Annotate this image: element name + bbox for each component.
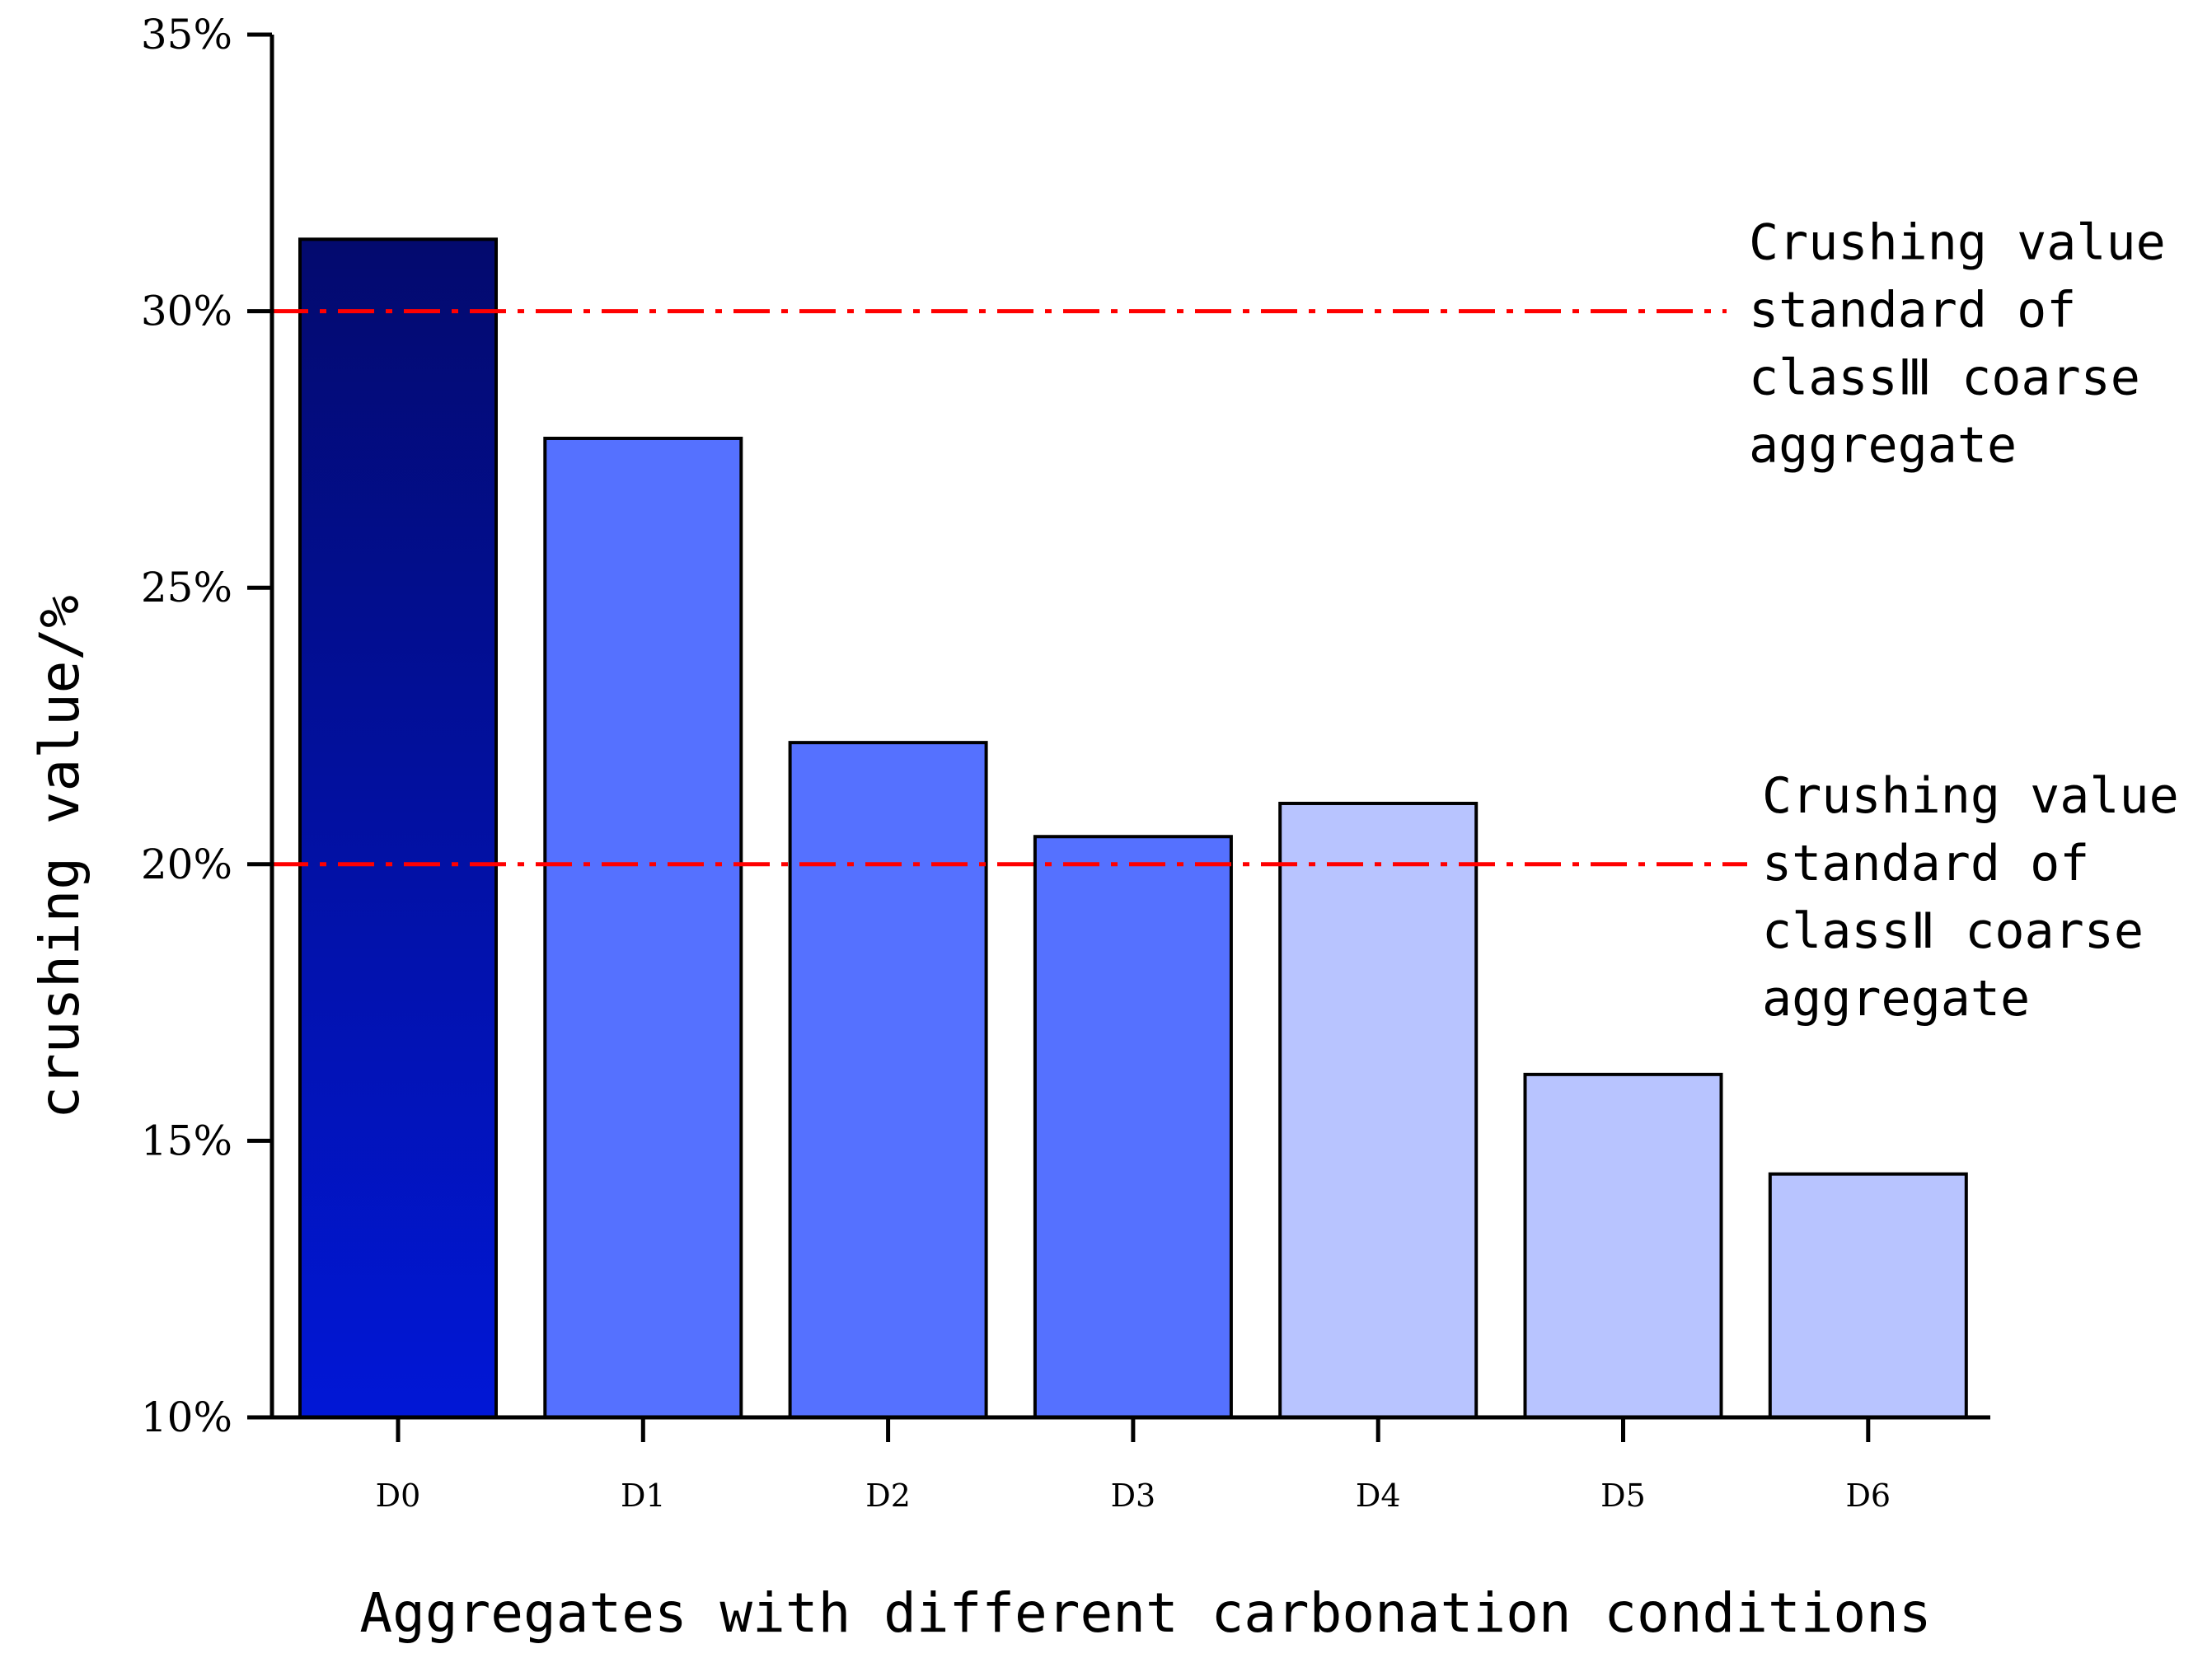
bar-d0 [298,237,498,1419]
reference-label-line: aggregate [1762,970,2030,1028]
bars [298,237,1968,1420]
reference-label-line: classⅡ coarse [1762,902,2144,960]
bar-d1 [543,436,743,1420]
x-tick-label: D5 [1600,1478,1646,1514]
y-tick-label: 20% [141,841,232,888]
y-tick-label: 35% [141,11,232,59]
reference-label-line: aggregate [1749,417,2017,475]
reference-lines [272,309,1747,867]
bar-d6 [1768,1172,1968,1419]
reference-label-line: classⅢ coarse [1749,349,2140,407]
y-tick-label: 15% [141,1117,232,1164]
reference-line-labels: Crushing value standard of classⅢ coarse ag… [1749,214,2179,1028]
bar-d2 [788,741,988,1419]
bar-d4 [1278,801,1479,1419]
x-tick-label: D6 [1845,1478,1891,1514]
bar-d3 [1033,835,1233,1419]
x-tick-label: D4 [1356,1478,1401,1514]
reference-label-line: Crushing value [1749,214,2166,272]
reference-line-label: Crushing value standard of classⅢ coarse ag… [1749,214,2166,475]
x-tick-label: D2 [865,1478,911,1514]
bar-d5 [1523,1072,1723,1419]
y-axis-title: crushing value/% [28,595,91,1119]
reference-label-line: Crushing value [1762,767,2179,825]
x-ticks: D0 D1 D2 D3 D4 D5 D6 [376,1417,1891,1514]
x-tick-label: D3 [1111,1478,1156,1514]
reference-line-label: Crushing value standard of classⅡ coarse ag… [1762,767,2179,1028]
y-tick-label: 25% [141,564,232,611]
y-ticks: 10% 15% 20% 25% 30% 35% [141,11,272,1441]
x-tick-label: D1 [621,1478,666,1514]
x-tick-label: D0 [376,1478,421,1514]
reference-label-line: standard of [1749,282,2076,340]
reference-label-line: standard of [1762,835,2089,892]
x-axis-title: Aggregates with different carbonation co… [359,1581,1931,1645]
y-tick-label: 30% [141,288,232,335]
y-tick-label: 10% [141,1393,232,1441]
